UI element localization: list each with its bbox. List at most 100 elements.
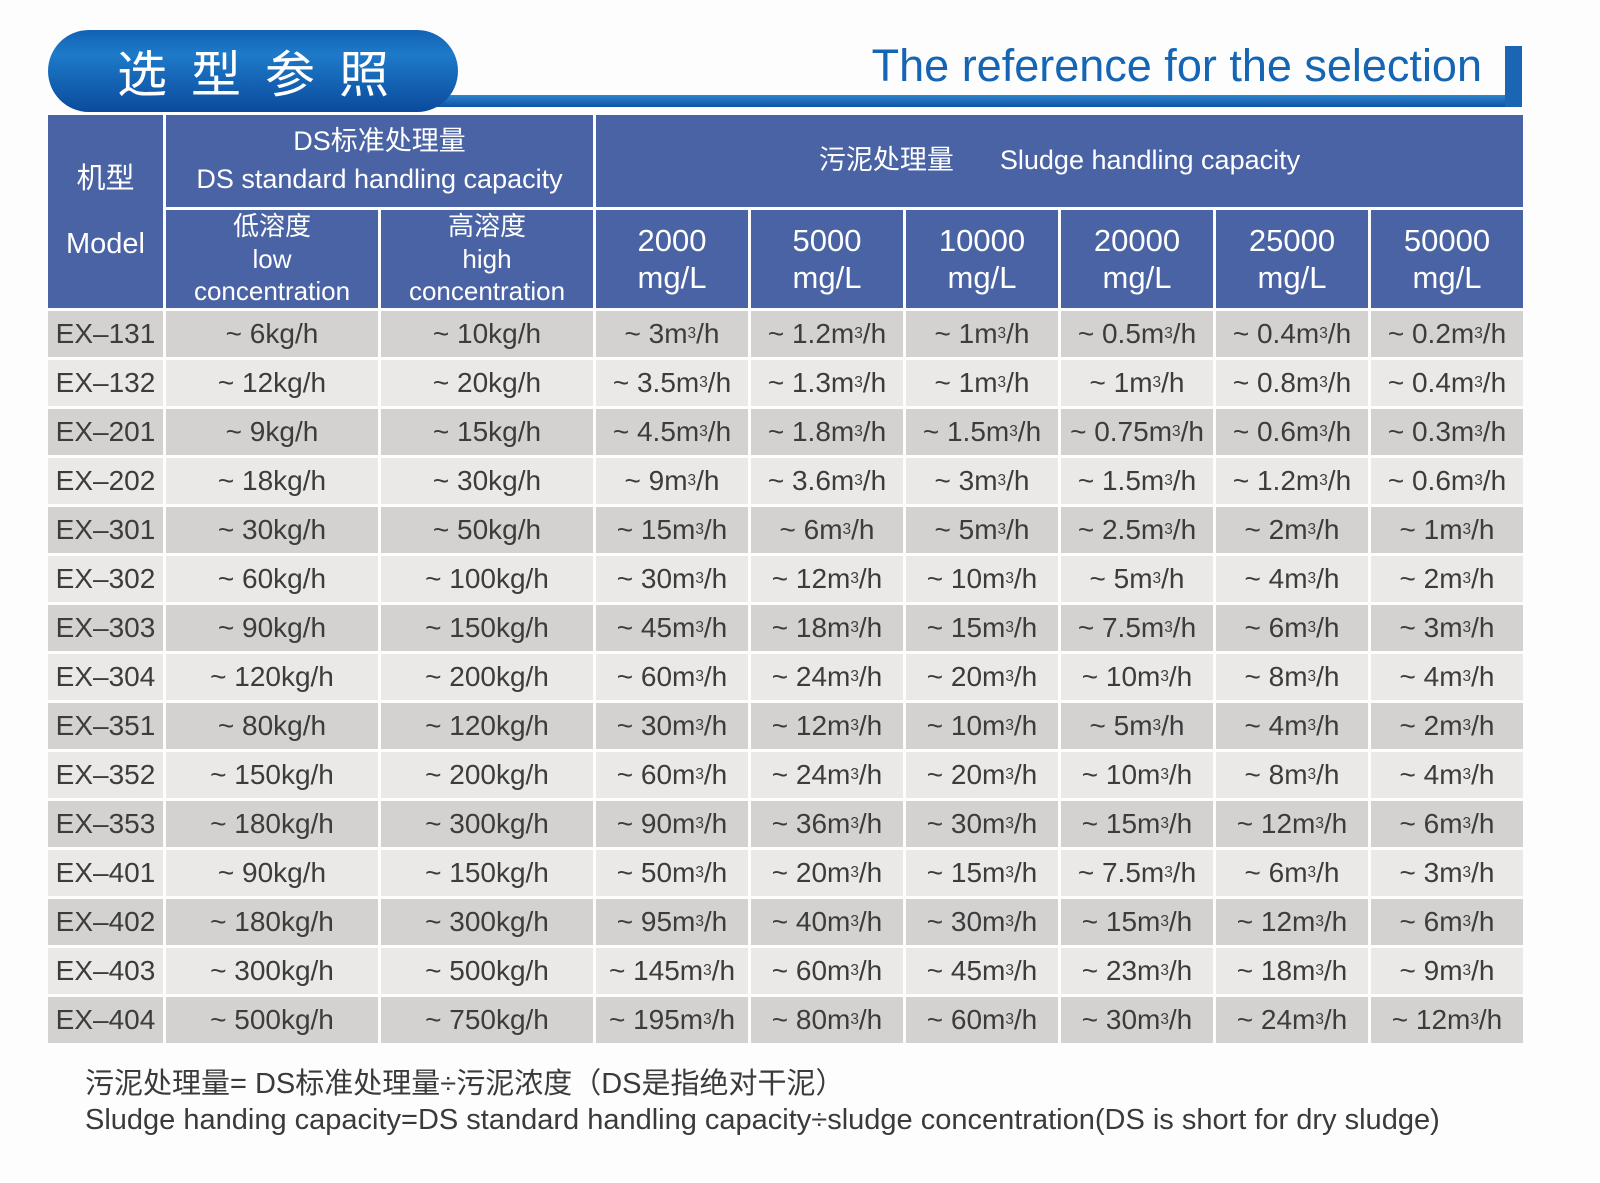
capacity-cell: ~ 20kg/h (381, 360, 593, 406)
capacity-cell: ~ 60kg/h (166, 556, 378, 602)
capacity-cell: ~ 500kg/h (166, 997, 378, 1043)
capacity-cell: ~ 45m 3/h (906, 948, 1058, 994)
sludge-capacity-header-zh: 污泥处理量 (818, 145, 954, 176)
capacity-cell: ~ 20m 3/h (906, 654, 1058, 700)
capacity-cell: ~ 5m 3/h (1061, 556, 1213, 602)
capacity-cell: ~ 750kg/h (381, 997, 593, 1043)
capacity-cell: ~ 30m 3/h (596, 703, 748, 749)
capacity-cell: ~ 0.8m 3/h (1216, 360, 1368, 406)
capacity-cell: ~ 30m 3/h (906, 899, 1058, 945)
section-title-zh: 选型参照 (117, 47, 413, 103)
footnote-zh: 污泥处理量= DS标准处理量÷污泥浓度（DS是指绝对干泥） (85, 1068, 845, 1100)
capacity-cell: ~ 7.5m 3/h (1061, 850, 1213, 896)
capacity-cell: ~ 1.8m 3/h (751, 409, 903, 455)
model-cell: EX–351 (48, 703, 163, 749)
capacity-cell: ~ 200kg/h (381, 752, 593, 798)
section-title-en: The reference for the selection (871, 40, 1482, 91)
footnote-en: Sludge handing capacity=DS standard hand… (85, 1104, 1440, 1137)
capacity-cell: ~ 10m 3/h (906, 556, 1058, 602)
model-cell: EX–132 (48, 360, 163, 406)
capacity-cell: ~ 12m 3/h (751, 556, 903, 602)
capacity-cell: ~ 15m 3/h (906, 605, 1058, 651)
capacity-cell: ~ 5m 3/h (906, 507, 1058, 553)
capacity-cell: ~ 2.5m 3/h (1061, 507, 1213, 553)
capacity-cell: ~ 24m 3/h (1216, 997, 1368, 1043)
capacity-cell: ~ 60m 3/h (596, 752, 748, 798)
capacity-cell: ~ 15m 3/h (1061, 801, 1213, 847)
capacity-cell: ~ 15m 3/h (1061, 899, 1213, 945)
subheader-high-concentration: 高溶度 high concentration (381, 210, 593, 308)
model-header-en: Model (66, 227, 145, 260)
capacity-cell: ~ 1m 3/h (1061, 360, 1213, 406)
capacity-cell: ~ 2m 3/h (1216, 507, 1368, 553)
capacity-cell: ~ 0.5m 3/h (1061, 311, 1213, 357)
capacity-cell: ~ 60m 3/h (751, 948, 903, 994)
capacity-cell: ~ 1m 3/h (1371, 507, 1523, 553)
capacity-cell: ~ 18m 3/h (751, 605, 903, 651)
capacity-cell: ~ 30m 3/h (906, 801, 1058, 847)
capacity-cell: ~ 0.6m 3/h (1216, 409, 1368, 455)
capacity-cell: ~ 12m 3/h (1216, 899, 1368, 945)
capacity-cell: ~ 10m 3/h (1061, 752, 1213, 798)
capacity-cell: ~ 60m 3/h (906, 997, 1058, 1043)
capacity-cell: ~ 7.5m 3/h (1061, 605, 1213, 651)
concentration-header-cell: 2000 mg/L (596, 210, 748, 308)
capacity-cell: ~ 80kg/h (166, 703, 378, 749)
capacity-cell: ~ 3m 3/h (596, 311, 748, 357)
model-header-cell: 机型 Model (48, 115, 163, 308)
capacity-cell: ~ 100kg/h (381, 556, 593, 602)
capacity-cell: ~ 95m 3/h (596, 899, 748, 945)
capacity-cell: ~ 12m 3/h (1371, 997, 1523, 1043)
capacity-cell: ~ 0.4m 3/h (1371, 360, 1523, 406)
title-underline-bar (300, 95, 1522, 107)
capacity-cell: ~ 0.2m 3/h (1371, 311, 1523, 357)
capacity-cell: ~ 80m 3/h (751, 997, 903, 1043)
capacity-cell: ~ 0.3m 3/h (1371, 409, 1523, 455)
ds-capacity-header-en: DS standard handling capacity (196, 164, 563, 194)
capacity-cell: ~ 30m 3/h (1061, 997, 1213, 1043)
capacity-cell: ~ 300kg/h (166, 948, 378, 994)
capacity-cell: ~ 20m 3/h (906, 752, 1058, 798)
capacity-cell: ~ 150kg/h (166, 752, 378, 798)
capacity-cell: ~ 180kg/h (166, 899, 378, 945)
capacity-cell: ~ 50kg/h (381, 507, 593, 553)
capacity-cell: ~ 2m 3/h (1371, 556, 1523, 602)
capacity-cell: ~ 40m 3/h (751, 899, 903, 945)
capacity-cell: ~ 6m 3/h (1371, 899, 1523, 945)
capacity-cell: ~ 9m 3/h (596, 458, 748, 504)
capacity-cell: ~ 5m 3/h (1061, 703, 1213, 749)
capacity-cell: ~ 1.2m 3/h (751, 311, 903, 357)
capacity-cell: ~ 90kg/h (166, 850, 378, 896)
capacity-cell: ~ 15kg/h (381, 409, 593, 455)
capacity-cell: ~ 3.6m 3/h (751, 458, 903, 504)
capacity-cell: ~ 10m 3/h (1061, 654, 1213, 700)
selection-reference-table: 机型 Model DS标准处理量 DS standard handling ca… (48, 115, 1523, 1043)
ds-capacity-header-zh: DS标准处理量 (293, 126, 466, 157)
capacity-cell: ~ 15m 3/h (906, 850, 1058, 896)
model-cell: EX–303 (48, 605, 163, 651)
concentration-header-cell: 10000 mg/L (906, 210, 1058, 308)
capacity-cell: ~ 1.3m 3/h (751, 360, 903, 406)
model-cell: EX–202 (48, 458, 163, 504)
capacity-cell: ~ 10kg/h (381, 311, 593, 357)
capacity-cell: ~ 6m 3/h (1216, 850, 1368, 896)
capacity-cell: ~ 36m 3/h (751, 801, 903, 847)
model-cell: EX–304 (48, 654, 163, 700)
model-header-zh: 机型 (76, 163, 135, 196)
concentration-header-cell: 50000 mg/L (1371, 210, 1523, 308)
capacity-cell: ~ 4.5m 3/h (596, 409, 748, 455)
model-cell: EX–401 (48, 850, 163, 896)
capacity-cell: ~ 6m 3/h (1216, 605, 1368, 651)
capacity-cell: ~ 1.2m 3/h (1216, 458, 1368, 504)
capacity-cell: ~ 24m 3/h (751, 654, 903, 700)
capacity-cell: ~ 8m 3/h (1216, 654, 1368, 700)
concentration-header-cell: 5000 mg/L (751, 210, 903, 308)
sludge-capacity-group-header: 污泥处理量 Sludge handling capacity (596, 115, 1523, 207)
capacity-cell: ~ 30kg/h (381, 458, 593, 504)
capacity-cell: ~ 3m 3/h (1371, 850, 1523, 896)
capacity-cell: ~ 1m 3/h (906, 311, 1058, 357)
capacity-cell: ~ 150kg/h (381, 605, 593, 651)
capacity-cell: ~ 1.5m 3/h (906, 409, 1058, 455)
concentration-header-cell: 20000 mg/L (1061, 210, 1213, 308)
